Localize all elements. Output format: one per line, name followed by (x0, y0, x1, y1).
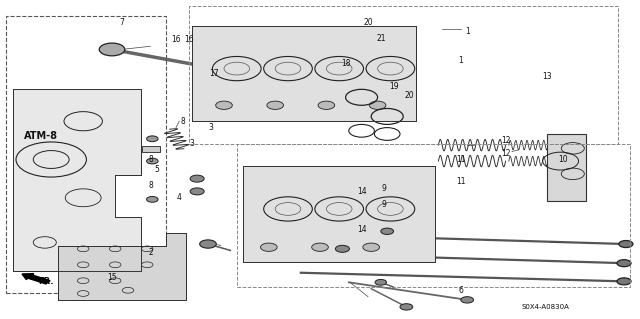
Circle shape (461, 297, 474, 303)
Text: 12: 12 (501, 149, 510, 158)
Text: 8: 8 (148, 181, 153, 189)
Text: 19: 19 (388, 82, 399, 91)
Circle shape (381, 228, 394, 234)
Polygon shape (547, 134, 586, 201)
Text: 13: 13 (542, 72, 552, 81)
Circle shape (147, 136, 158, 142)
Text: 7: 7 (119, 18, 124, 27)
Text: 21: 21 (376, 34, 385, 43)
Text: S0X4-A0830A: S0X4-A0830A (522, 304, 570, 310)
Text: 11: 11 (456, 155, 465, 164)
Text: 1: 1 (458, 56, 463, 65)
Polygon shape (58, 233, 186, 300)
Circle shape (190, 188, 204, 195)
Circle shape (369, 101, 386, 109)
Text: 3: 3 (209, 123, 214, 132)
Text: 2: 2 (148, 248, 153, 256)
Text: 16: 16 (171, 35, 181, 44)
Polygon shape (243, 166, 435, 262)
Circle shape (400, 304, 413, 310)
Circle shape (312, 243, 328, 251)
Text: 20: 20 (404, 91, 415, 100)
Polygon shape (13, 89, 141, 271)
Polygon shape (192, 26, 416, 121)
Text: 14: 14 (356, 187, 367, 196)
Circle shape (147, 197, 158, 202)
Circle shape (147, 158, 158, 164)
Text: 6: 6 (458, 286, 463, 295)
Circle shape (363, 243, 380, 251)
Circle shape (619, 241, 633, 248)
Circle shape (216, 101, 232, 109)
Text: 10: 10 (558, 155, 568, 164)
Circle shape (617, 260, 631, 267)
Text: ATM-8: ATM-8 (24, 130, 58, 141)
Text: 16: 16 (184, 35, 194, 44)
Text: 12: 12 (501, 136, 510, 145)
Circle shape (267, 101, 284, 109)
Circle shape (335, 245, 349, 252)
Text: 20: 20 (363, 18, 373, 27)
FancyArrow shape (22, 274, 50, 284)
Text: 3: 3 (189, 139, 195, 148)
Circle shape (200, 240, 216, 248)
Bar (237, 144, 630, 287)
Circle shape (318, 101, 335, 109)
Text: 9: 9 (381, 200, 387, 209)
Text: 5: 5 (154, 165, 159, 174)
Text: 9: 9 (381, 184, 387, 193)
Text: 14: 14 (356, 225, 367, 234)
Circle shape (617, 278, 631, 285)
Text: 15: 15 (107, 273, 117, 282)
Bar (6, 16, 166, 293)
Text: 8: 8 (180, 117, 185, 126)
Circle shape (190, 175, 204, 182)
Circle shape (260, 243, 277, 251)
Text: 17: 17 (209, 69, 220, 78)
Circle shape (99, 43, 125, 56)
Text: FR.: FR. (38, 277, 54, 286)
Circle shape (375, 279, 387, 285)
Text: 4: 4 (177, 193, 182, 202)
Bar (142, 146, 160, 152)
Text: 1: 1 (465, 27, 470, 36)
Bar (189, 6, 618, 144)
Text: 18: 18 (341, 59, 350, 68)
Text: 11: 11 (456, 177, 465, 186)
Text: 8: 8 (148, 155, 153, 164)
